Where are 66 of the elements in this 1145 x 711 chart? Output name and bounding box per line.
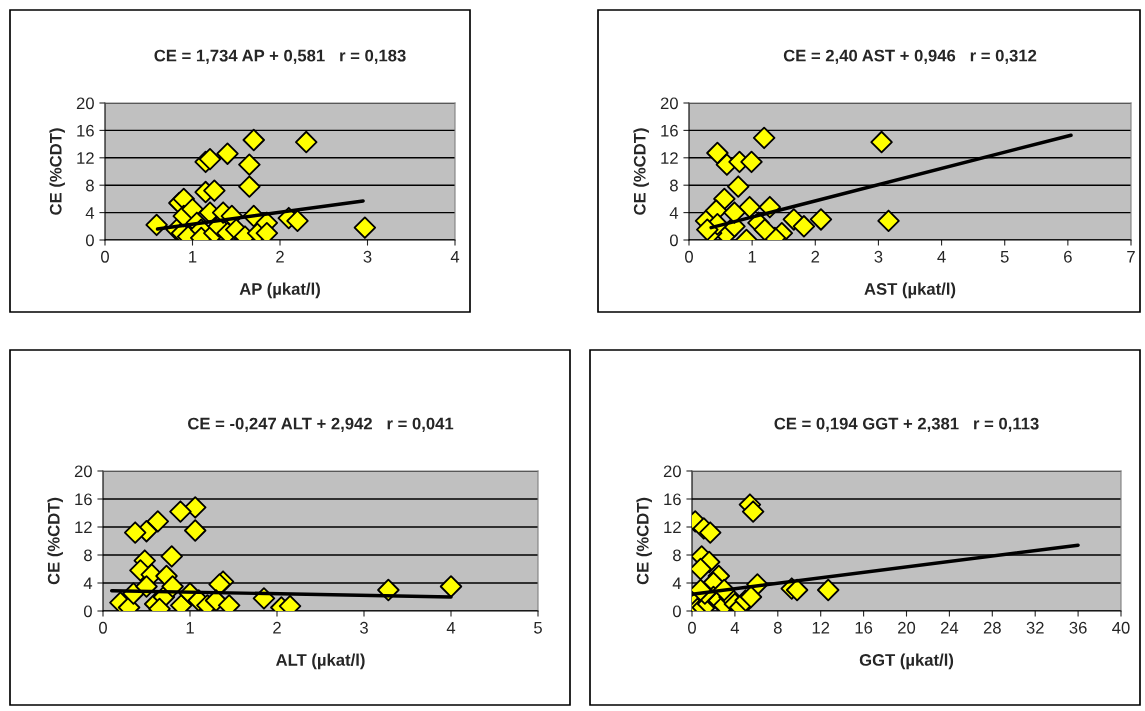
x-tick-label: 28 <box>983 621 1001 634</box>
x-tick-label: 36 <box>1069 621 1087 634</box>
x-tick-label: 3 <box>360 621 368 634</box>
y-axis-title: CE (%CDT) <box>49 128 65 215</box>
x-tick-label: 0 <box>101 250 109 263</box>
y-tick-label: 16 <box>661 124 678 137</box>
x-tick-label: 8 <box>773 621 782 634</box>
x-tick-label: 0 <box>99 621 107 634</box>
x-tick-label: 4 <box>937 251 946 263</box>
x-tick-label: 3 <box>363 250 372 263</box>
y-axis-title: CE (%CDT) <box>636 497 652 585</box>
x-tick-label: 4 <box>730 622 740 634</box>
x-tick-label: 4 <box>446 622 456 634</box>
y-tick-label: 0 <box>669 234 678 247</box>
y-tick-label: 12 <box>661 152 678 164</box>
x-tick-label: 0 <box>685 250 693 263</box>
x-tick-label: 2 <box>276 250 284 263</box>
x-tick-label: 4 <box>450 251 460 263</box>
y-tick-label: 8 <box>86 179 94 192</box>
y-tick-label: 4 <box>669 207 679 219</box>
x-axis-title: GGT (µkat/l) <box>859 653 954 670</box>
x-tick-label: 0 <box>688 621 696 634</box>
x-tick-label: 5 <box>1000 251 1009 263</box>
x-tick-label: 6 <box>1064 250 1072 263</box>
x-tick-label: 2 <box>811 250 820 263</box>
chart-title: CE = -0,247 ALT + 2,942 r = 0,041 <box>188 417 454 432</box>
y-tick-label: 12 <box>664 521 681 534</box>
y-tick-label: 0 <box>85 234 94 247</box>
x-tick-label: 1 <box>189 251 197 263</box>
x-tick-label: 40 <box>1112 621 1130 634</box>
x-tick-label: 2 <box>273 621 281 634</box>
y-tick-label: 8 <box>84 549 92 562</box>
y-tick-label: 20 <box>660 97 678 110</box>
y-tick-label: 4 <box>83 577 93 590</box>
x-tick-label: 5 <box>534 622 542 634</box>
chart-title: CE = 2,40 AST + 0,946 r = 0,312 <box>783 49 1037 64</box>
y-axis-title: CE (%CDT) <box>633 128 649 215</box>
x-axis-title: AP (µkat/l) <box>239 282 320 299</box>
x-axis-title: ALT (µkat/l) <box>275 653 365 670</box>
x-tick-label: 1 <box>748 251 756 263</box>
x-tick-label: 1 <box>186 622 194 634</box>
x-tick-label: 32 <box>1026 621 1044 634</box>
y-tick-label: 16 <box>75 493 92 506</box>
x-tick-label: 16 <box>855 621 873 634</box>
y-tick-label: 8 <box>670 179 678 192</box>
y-tick-label: 4 <box>672 577 682 590</box>
y-tick-label: 12 <box>75 521 92 534</box>
x-tick-label: 12 <box>812 621 830 634</box>
chart-title: CE = 0,194 GGT + 2,381 r = 0,113 <box>774 417 1039 432</box>
y-tick-label: 20 <box>663 465 681 478</box>
x-axis-title: AST (µkat/l) <box>864 282 956 299</box>
y-tick-label: 0 <box>83 605 92 618</box>
y-tick-label: 8 <box>673 549 681 562</box>
y-axis-title: CE (%CDT) <box>47 497 63 585</box>
y-tick-label: 4 <box>85 207 95 219</box>
x-tick-label: 24 <box>940 621 959 634</box>
y-tick-label: 16 <box>77 124 94 137</box>
y-tick-label: 16 <box>664 493 681 506</box>
y-tick-label: 20 <box>76 97 94 110</box>
x-tick-label: 7 <box>1127 251 1135 263</box>
x-tick-label: 20 <box>898 621 916 634</box>
y-tick-label: 0 <box>672 605 681 618</box>
x-tick-label: 3 <box>874 250 883 263</box>
chart-title: CE = 1,734 AP + 0,581 r = 0,183 <box>154 49 406 64</box>
y-tick-label: 20 <box>74 465 92 478</box>
y-tick-label: 12 <box>77 152 94 164</box>
